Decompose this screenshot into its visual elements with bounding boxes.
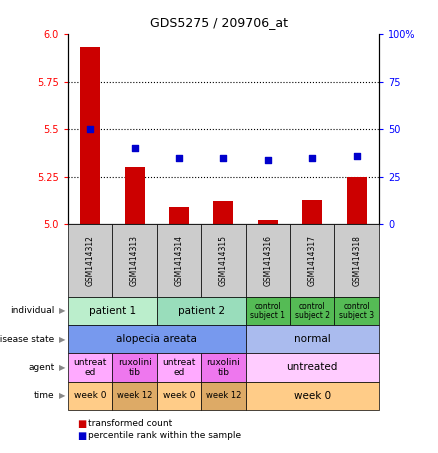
Text: GSM1414312: GSM1414312 [85,235,95,286]
Text: ■: ■ [77,431,86,441]
Text: untreat
ed: untreat ed [74,358,107,377]
Text: untreated: untreated [286,362,338,372]
Text: GSM1414313: GSM1414313 [130,235,139,286]
Text: ▶: ▶ [59,363,66,372]
Text: ■: ■ [77,419,86,429]
Text: week 12: week 12 [206,391,241,400]
Text: week 0: week 0 [162,391,195,400]
Text: ▶: ▶ [59,335,66,344]
Text: patient 1: patient 1 [89,306,136,316]
Point [353,152,360,159]
Text: ruxolini
tib: ruxolini tib [206,358,240,377]
Text: week 0: week 0 [293,391,331,401]
Text: GDS5275 / 209706_at: GDS5275 / 209706_at [150,16,288,29]
Bar [213,202,233,224]
Text: disease state: disease state [0,335,55,344]
Point [264,156,271,163]
Text: alopecia areata: alopecia areata [117,334,197,344]
Text: ruxolini
tib: ruxolini tib [118,358,152,377]
Text: ▶: ▶ [59,306,66,315]
Point [176,154,183,161]
Text: GSM1414316: GSM1414316 [263,235,272,286]
Bar [169,207,189,224]
Bar [258,221,278,224]
Point [309,154,316,161]
Text: time: time [34,391,55,400]
Bar [80,47,100,224]
Text: week 0: week 0 [74,391,106,400]
Text: patient 2: patient 2 [177,306,225,316]
Text: GSM1414315: GSM1414315 [219,235,228,286]
Text: agent: agent [28,363,55,372]
Point [87,125,94,133]
Text: ▶: ▶ [59,391,66,400]
Bar [302,199,322,224]
Bar [346,177,367,224]
Text: transformed count: transformed count [88,419,172,428]
Text: untreat
ed: untreat ed [162,358,196,377]
Text: control
subject 2: control subject 2 [295,302,330,320]
Text: individual: individual [11,306,55,315]
Text: control
subject 3: control subject 3 [339,302,374,320]
Point [220,154,227,161]
Text: GSM1414317: GSM1414317 [308,235,317,286]
Text: week 12: week 12 [117,391,152,400]
Text: GSM1414314: GSM1414314 [174,235,184,286]
Text: control
subject 1: control subject 1 [250,302,285,320]
Text: normal: normal [294,334,331,344]
Text: percentile rank within the sample: percentile rank within the sample [88,431,241,440]
Text: GSM1414318: GSM1414318 [352,235,361,286]
Point [131,145,138,152]
Bar [124,167,145,224]
